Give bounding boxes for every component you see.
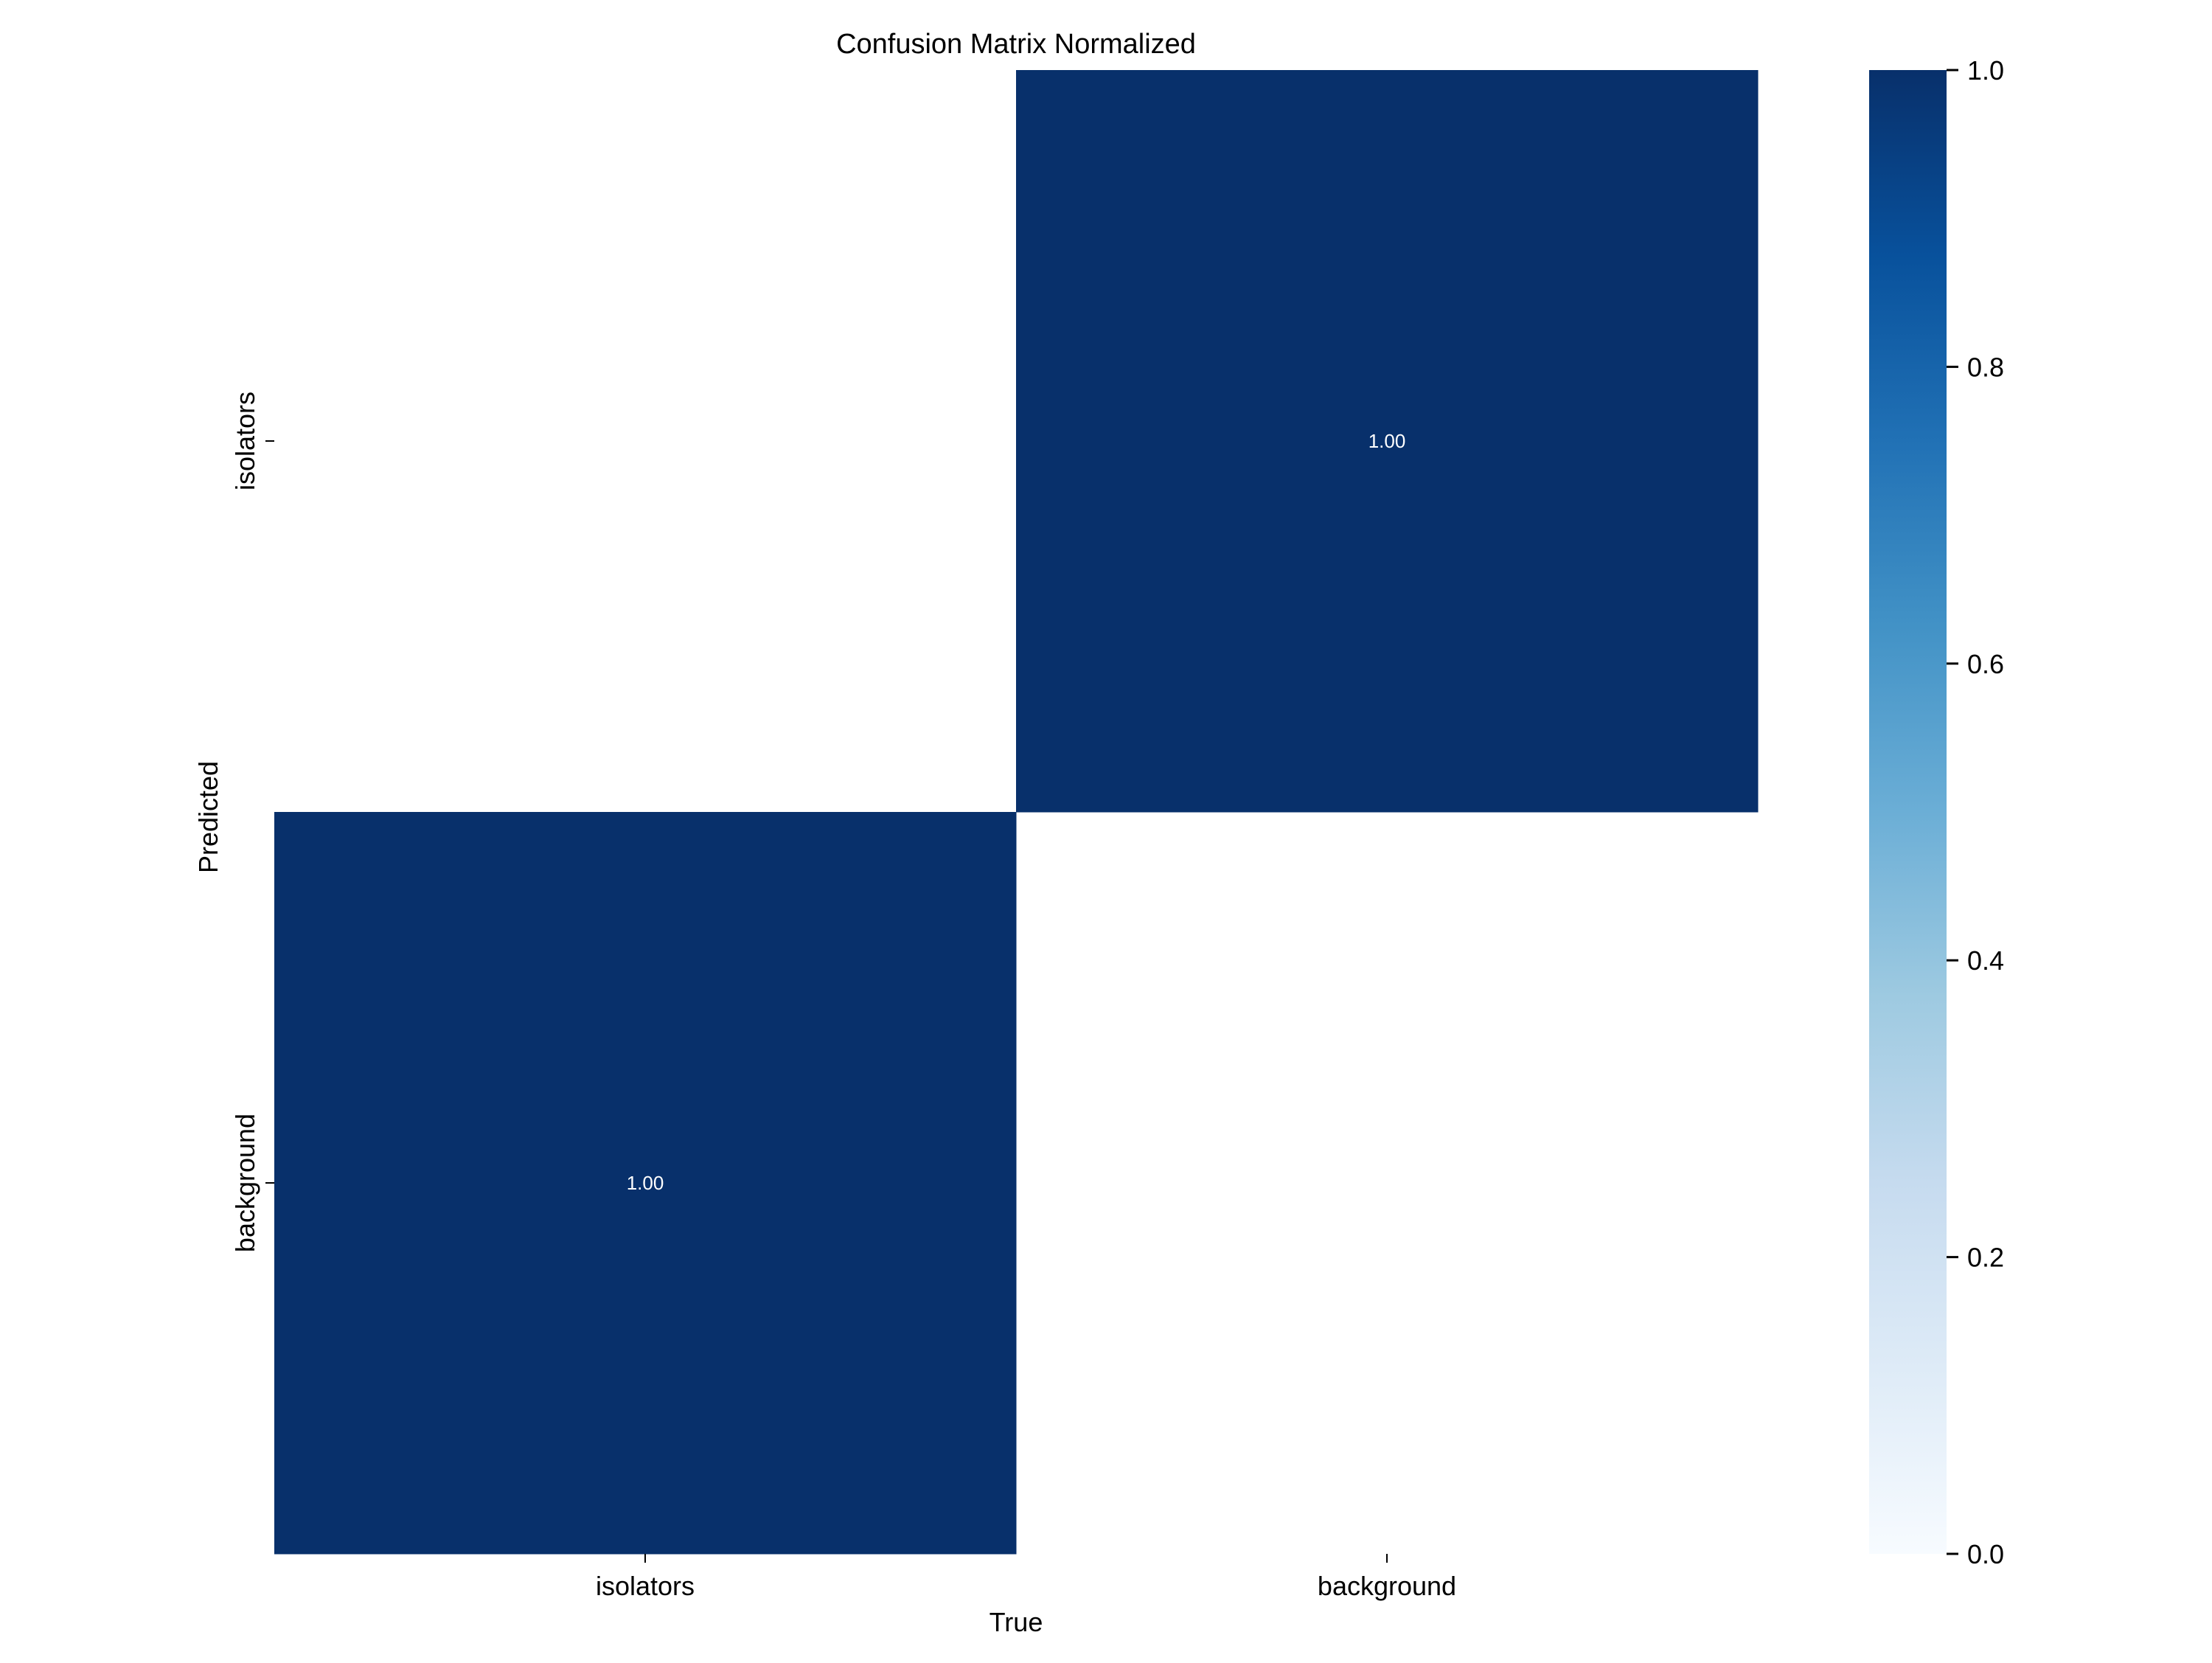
heatmap-cell-background-isolators — [274, 812, 1017, 1555]
colorbar-tick-label: 0.6 — [1967, 649, 2004, 679]
x-axis: isolators background — [596, 1554, 1456, 1601]
x-tick-label: background — [1318, 1571, 1456, 1601]
y-tick-label: isolators — [230, 392, 260, 490]
x-axis-label: True — [990, 1607, 1043, 1637]
colorbar-tick-label: 1.0 — [1967, 55, 2004, 86]
y-axis-label: Predicted — [193, 761, 223, 873]
colorbar-tick-label: 0.8 — [1967, 352, 2004, 382]
cell-value-label: 1.00 — [627, 1172, 664, 1194]
cell-value-label: 1.00 — [1368, 430, 1406, 452]
colorbar-tick-label: 0.4 — [1967, 945, 2004, 976]
colorbar-axis: 0.0 0.2 0.4 0.6 0.8 1.0 — [1947, 55, 2004, 1569]
y-tick-label: background — [230, 1114, 260, 1252]
y-axis: isolators background — [230, 392, 274, 1252]
colorbar-tick-label: 0.0 — [1967, 1539, 2004, 1569]
chart-title: Confusion Matrix Normalized — [836, 29, 1196, 60]
heatmap-cells — [274, 70, 1759, 1555]
heatmap-cell-labels: 1.00 1.00 — [627, 430, 1406, 1194]
heatmap-cell-isolators-background — [1016, 70, 1759, 813]
x-tick-label: isolators — [596, 1571, 695, 1601]
colorbar — [1869, 70, 1947, 1554]
colorbar-tick-label: 0.2 — [1967, 1243, 2004, 1273]
